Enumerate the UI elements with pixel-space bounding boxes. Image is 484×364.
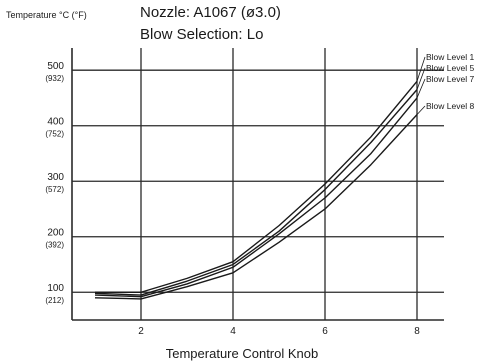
y-tick-sublabel: (572) [45, 185, 64, 194]
y-tick-label: 200 [47, 228, 64, 239]
series-line [95, 80, 418, 293]
series-line [94, 114, 418, 300]
series-line [94, 89, 418, 296]
x-tick-label: 2 [138, 326, 144, 337]
y-tick-sublabel: (212) [45, 296, 64, 305]
series-line [94, 97, 418, 298]
y-tick-sublabel: (932) [45, 74, 64, 83]
x-tick-label: 4 [230, 326, 236, 337]
chart-subtitle: Blow Selection: Lo [140, 26, 263, 43]
chart-title: Nozzle: A1067 (ø3.0) [140, 4, 281, 21]
y-tick-label: 400 [47, 117, 64, 128]
legend-label: Blow Level 5 [426, 63, 474, 73]
y-tick-label: 100 [47, 283, 64, 294]
legend-label: Blow Level 7 [426, 74, 474, 84]
legend-leader-line [416, 56, 426, 82]
legend-label: Blow Level 8 [426, 101, 474, 111]
y-axis-title: Temperature °C (°F) [6, 10, 87, 20]
y-tick-sublabel: (392) [45, 241, 64, 250]
y-tick-sublabel: (752) [45, 130, 64, 139]
legend-label: Blow Level 1 [426, 52, 474, 62]
legend-leader-line [416, 78, 426, 99]
legend-leader-line [416, 105, 426, 115]
y-tick-label: 500 [47, 61, 64, 72]
x-axis-title: Temperature Control Knob [166, 346, 318, 361]
x-tick-label: 8 [414, 326, 420, 337]
legend-leader-line [416, 67, 426, 90]
y-tick-label: 300 [47, 172, 64, 183]
x-tick-label: 6 [322, 326, 328, 337]
